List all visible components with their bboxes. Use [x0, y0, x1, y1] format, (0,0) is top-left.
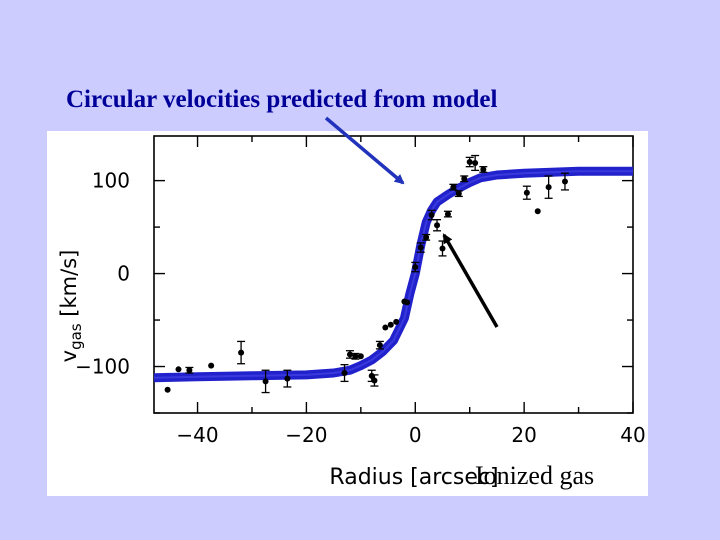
data-point [208, 362, 215, 369]
data-point [411, 261, 420, 273]
x-axis-label: Radius [arcsec] [329, 465, 499, 490]
data-marker [393, 318, 400, 325]
data-point [544, 175, 553, 199]
data-marker [417, 244, 424, 251]
data-point [534, 208, 541, 215]
y-tick-label: 100 [92, 169, 130, 193]
data-marker [561, 178, 568, 185]
data-point [370, 374, 379, 387]
x-tick-label: −20 [285, 423, 327, 447]
data-marker [461, 175, 468, 182]
data-point [465, 156, 474, 168]
ionized-arrow [442, 233, 499, 328]
model-arrow [324, 116, 405, 185]
data-marker [238, 349, 245, 356]
data-point [433, 219, 442, 232]
data-marker [466, 159, 473, 166]
data-marker [423, 234, 430, 241]
data-marker [357, 353, 364, 360]
data-point [422, 233, 431, 241]
data-point [164, 386, 171, 393]
data-marker [455, 190, 462, 197]
slide-title: Circular velocities predicted from model [66, 86, 498, 113]
data-point [237, 340, 246, 365]
x-tick-label: 40 [620, 423, 645, 447]
data-point [185, 366, 194, 374]
plot-panel: −40 −20 0 20 40 −100 0 100 vgas [km/s] Radius [… [47, 116, 648, 496]
data-point [438, 240, 447, 257]
data-point [460, 175, 469, 183]
y-axis-label-sub: gas [67, 323, 86, 350]
model-curve-highlight [153, 170, 633, 379]
data-marker [534, 208, 541, 215]
data-marker [523, 189, 530, 196]
y-tick-label: 0 [117, 262, 130, 286]
data-marker [262, 378, 269, 385]
data-point [522, 185, 531, 200]
velocity-chart: −40 −20 0 20 40 −100 0 100 [75, 116, 646, 447]
data-marker [346, 351, 353, 358]
data-marker [382, 324, 389, 331]
data-marker [371, 377, 378, 384]
data-point [416, 242, 425, 253]
data-marker [175, 366, 182, 373]
data-marker [387, 321, 394, 328]
data-point [471, 154, 480, 172]
data-marker [480, 166, 487, 173]
data-marker [545, 184, 552, 191]
data-point [449, 183, 458, 191]
x-tick-label: 20 [511, 423, 536, 447]
x-tick-label: −40 [176, 423, 218, 447]
data-marker [404, 299, 411, 306]
data-point [454, 190, 463, 198]
data-point [175, 366, 182, 373]
data-marker [434, 222, 441, 229]
data-marker [341, 370, 348, 377]
data-point [351, 352, 360, 360]
data-marker [444, 211, 451, 218]
data-point [393, 318, 400, 325]
data-point [404, 299, 411, 306]
data-point [382, 324, 389, 331]
data-marker [284, 375, 291, 382]
data-point [340, 364, 349, 383]
x-tick-label: 0 [409, 423, 422, 447]
data-marker [376, 342, 383, 349]
data-point [283, 369, 292, 388]
y-axis-label: vgas [km/s] [49, 131, 93, 496]
data-point [479, 166, 488, 173]
y-axis-label-units: [km/s] [56, 249, 81, 317]
data-marker [186, 367, 193, 374]
data-marker [164, 386, 171, 393]
data-marker [352, 353, 359, 360]
y-axis-label-main: v [56, 349, 81, 363]
data-point [560, 172, 569, 191]
data-marker [450, 184, 457, 191]
data-point [261, 369, 270, 394]
plot-frame [153, 135, 634, 414]
data-marker [472, 159, 479, 166]
y-tick-label: −100 [75, 355, 130, 379]
ionized-gas-label: Ionized gas [475, 461, 595, 490]
data-point [443, 210, 452, 218]
data-point [375, 340, 384, 350]
data-point [387, 321, 394, 328]
model-curve [153, 166, 633, 383]
data-marker [208, 362, 215, 369]
data-point [357, 353, 364, 360]
data-marker [439, 245, 446, 252]
data-marker [428, 212, 435, 219]
data-marker [412, 264, 419, 271]
